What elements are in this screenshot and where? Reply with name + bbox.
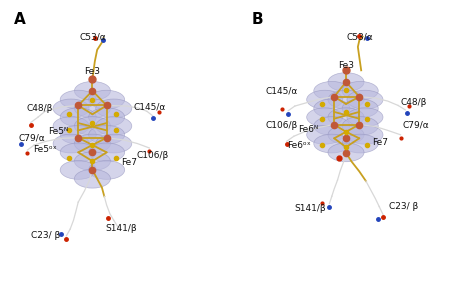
Text: C53/α: C53/α (79, 32, 106, 41)
Text: C79/α: C79/α (18, 133, 45, 142)
Ellipse shape (347, 125, 383, 144)
Ellipse shape (89, 161, 125, 179)
Text: B: B (251, 12, 263, 27)
Text: Fe6ᴺ: Fe6ᴺ (299, 125, 319, 134)
Ellipse shape (53, 99, 89, 118)
Ellipse shape (328, 125, 364, 144)
Ellipse shape (342, 81, 378, 100)
Ellipse shape (314, 81, 350, 100)
Text: Fe3: Fe3 (84, 67, 100, 76)
Ellipse shape (328, 143, 364, 162)
Ellipse shape (328, 108, 364, 127)
Ellipse shape (347, 108, 383, 127)
Text: C23/ β: C23/ β (31, 231, 60, 240)
Text: C23/ β: C23/ β (389, 202, 418, 211)
Text: Fe5ᵒˣ: Fe5ᵒˣ (33, 145, 57, 154)
Text: C106/β: C106/β (136, 151, 168, 160)
Ellipse shape (314, 117, 350, 135)
Ellipse shape (74, 134, 110, 153)
Ellipse shape (96, 134, 132, 153)
Ellipse shape (74, 81, 110, 100)
Ellipse shape (314, 134, 350, 153)
Ellipse shape (60, 143, 96, 162)
Ellipse shape (347, 90, 383, 109)
Text: Fe5ᴺ: Fe5ᴺ (49, 127, 69, 136)
Ellipse shape (307, 108, 343, 127)
Ellipse shape (60, 90, 96, 109)
Ellipse shape (89, 90, 125, 109)
Ellipse shape (307, 125, 343, 144)
Ellipse shape (328, 73, 364, 91)
Ellipse shape (96, 117, 132, 135)
Ellipse shape (89, 125, 125, 144)
Text: Fe6ᵒˣ: Fe6ᵒˣ (287, 141, 311, 149)
Ellipse shape (342, 134, 378, 153)
Text: Fe7: Fe7 (121, 158, 137, 167)
Text: Fe7: Fe7 (372, 139, 388, 147)
Text: C48/β: C48/β (400, 98, 427, 107)
Ellipse shape (60, 108, 96, 127)
Text: S141/β: S141/β (105, 224, 137, 233)
Ellipse shape (342, 99, 378, 118)
Ellipse shape (314, 99, 350, 118)
Text: A: A (14, 12, 26, 27)
Ellipse shape (307, 90, 343, 109)
Ellipse shape (53, 134, 89, 153)
Ellipse shape (89, 108, 125, 127)
Text: S141/β: S141/β (295, 204, 327, 212)
Text: C79/α: C79/α (402, 120, 429, 129)
Ellipse shape (89, 143, 125, 162)
Ellipse shape (53, 117, 89, 135)
Ellipse shape (60, 125, 96, 144)
Ellipse shape (74, 117, 110, 135)
Ellipse shape (60, 161, 96, 179)
Ellipse shape (74, 152, 110, 171)
Text: C145/α: C145/α (265, 86, 298, 95)
Ellipse shape (74, 99, 110, 118)
Text: C145/α: C145/α (134, 103, 166, 111)
Text: Fe3: Fe3 (338, 62, 354, 70)
Text: C48/β: C48/β (26, 104, 53, 113)
Ellipse shape (328, 90, 364, 109)
Ellipse shape (342, 117, 378, 135)
Ellipse shape (96, 99, 132, 118)
Text: C106/β: C106/β (265, 122, 298, 130)
Text: C53/α: C53/α (347, 32, 374, 41)
Ellipse shape (74, 169, 110, 188)
